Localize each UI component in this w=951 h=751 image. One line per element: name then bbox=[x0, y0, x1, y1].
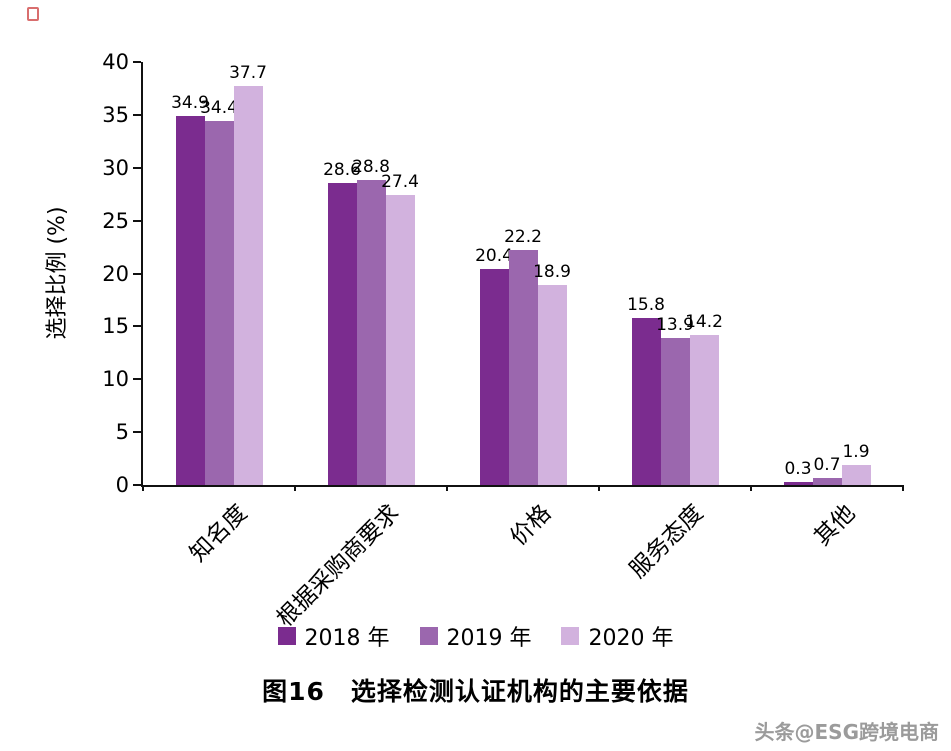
x-tick-mark bbox=[294, 485, 296, 491]
y-tick-label: 35 bbox=[102, 102, 129, 127]
y-tick-label: 30 bbox=[102, 155, 129, 180]
bar-value-label: 20.4 bbox=[475, 246, 513, 267]
legend-swatch bbox=[277, 627, 296, 645]
x-category-label: 价格 bbox=[505, 499, 557, 551]
bar-value-label: 14.2 bbox=[685, 311, 723, 332]
bar-value-label: 34.4 bbox=[200, 98, 238, 119]
bar bbox=[841, 464, 871, 485]
legend-item: 2020 年 bbox=[561, 620, 673, 652]
bar-value-label: 0.7 bbox=[813, 454, 841, 475]
y-tick-label: 15 bbox=[102, 314, 129, 339]
y-tick-label: 5 bbox=[115, 420, 129, 445]
bar-value-label: 34.9 bbox=[171, 92, 209, 113]
y-tick-mark bbox=[133, 166, 141, 169]
y-tick-mark bbox=[133, 431, 141, 434]
legend: 2018 年 2019 年 2020 年 bbox=[0, 620, 951, 652]
x-category-label: 其他 bbox=[809, 499, 861, 551]
x-tick-mark bbox=[750, 485, 752, 491]
y-tick-mark bbox=[133, 378, 141, 381]
x-category-label: 知名度 bbox=[185, 499, 253, 568]
y-tick-mark bbox=[133, 484, 141, 486]
y-tick-label: 25 bbox=[102, 208, 129, 233]
bar bbox=[356, 180, 386, 485]
bar bbox=[631, 317, 661, 485]
bar bbox=[508, 250, 538, 485]
x-category-label: 服务态度 bbox=[624, 499, 709, 584]
x-tick-mark bbox=[142, 485, 144, 491]
bar-value-label: 28.6 bbox=[323, 159, 361, 180]
bar-value-label: 28.8 bbox=[352, 157, 390, 178]
y-tick-mark bbox=[133, 272, 141, 275]
legend-item: 2019 年 bbox=[419, 620, 532, 652]
y-tick-label: 40 bbox=[102, 50, 129, 74]
x-tick-mark bbox=[902, 485, 904, 491]
bar-value-label: 13.9 bbox=[656, 315, 694, 336]
legend-item: 2018 年 bbox=[277, 620, 390, 652]
legend-label: 2020 年 bbox=[588, 626, 674, 651]
y-tick-mark bbox=[133, 113, 141, 116]
x-category-label: 根据采购商要求 bbox=[272, 499, 405, 633]
bar bbox=[479, 269, 509, 485]
x-tick-mark bbox=[598, 485, 600, 491]
bar bbox=[327, 182, 357, 485]
bar bbox=[812, 477, 842, 485]
bar-value-label: 15.8 bbox=[627, 294, 665, 315]
legend-swatch bbox=[561, 627, 580, 645]
y-tick-label: 0 bbox=[115, 473, 129, 497]
bar bbox=[385, 195, 415, 485]
x-tick-mark bbox=[446, 485, 448, 491]
bar bbox=[537, 285, 567, 485]
corner-logo-fragment bbox=[27, 7, 39, 21]
bar bbox=[175, 115, 205, 485]
bar-value-label: 37.7 bbox=[229, 63, 267, 84]
bar bbox=[689, 334, 719, 485]
chart-title: 图16 选择检测认证机构的主要依据 bbox=[262, 677, 689, 706]
bar bbox=[204, 121, 234, 485]
legend-label: 2018 年 bbox=[304, 626, 390, 651]
bar bbox=[233, 86, 263, 485]
plot-area: 0 5 10 15 20 25 30 35 40 34.9 34.4 37.7 知名度 28.6 28.8 2… bbox=[102, 50, 904, 632]
bar bbox=[660, 338, 690, 485]
y-tick-label: 20 bbox=[102, 261, 129, 286]
bar-value-label: 1.9 bbox=[842, 441, 870, 462]
y-axis-title: 选择比例 (%) bbox=[45, 206, 70, 340]
watermark: 头条@ESG跨境电商 bbox=[754, 720, 939, 744]
bar-value-label: 22.2 bbox=[504, 227, 542, 248]
legend-swatch bbox=[419, 627, 438, 645]
y-tick-mark bbox=[133, 219, 141, 222]
y-tick-mark bbox=[133, 61, 141, 63]
bar-value-label: 27.4 bbox=[381, 172, 419, 193]
legend-label: 2019 年 bbox=[446, 626, 532, 651]
bar-value-label: 0.3 bbox=[784, 458, 812, 479]
y-tick-label: 10 bbox=[102, 367, 129, 392]
bar bbox=[783, 481, 813, 485]
y-tick-mark bbox=[133, 325, 141, 328]
bar-value-label: 18.9 bbox=[533, 262, 571, 283]
